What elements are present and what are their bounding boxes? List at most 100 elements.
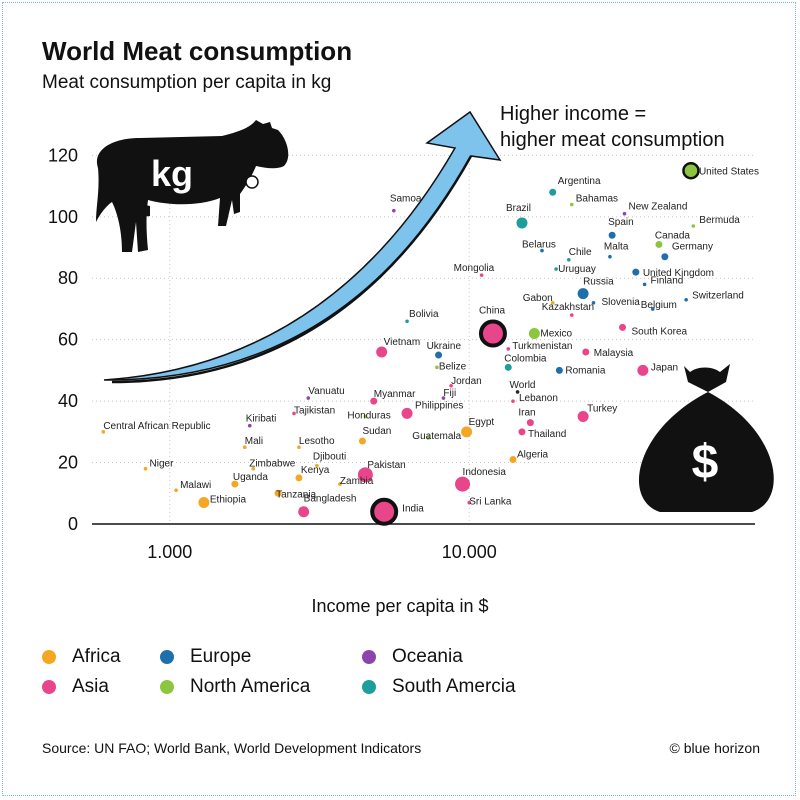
label-belize: Belize [439, 361, 467, 372]
label-egypt: Egypt [469, 417, 495, 428]
label-russia: Russia [583, 277, 614, 288]
label-spain: Spain [608, 217, 634, 228]
label-belgium: Belgium [641, 300, 677, 311]
y-tick-label: 100 [48, 207, 78, 227]
point-finland [642, 282, 647, 287]
point-egypt [461, 426, 473, 438]
point-djibouti [315, 463, 319, 468]
label-bolivia: Bolivia [409, 309, 439, 320]
point-belgium [650, 307, 655, 311]
point-malawi [174, 488, 178, 493]
label-turkey: Turkey [587, 403, 617, 414]
label-lesotho: Lesotho [299, 436, 335, 447]
label-chile: Chile [569, 247, 592, 258]
point-mali [242, 445, 247, 450]
y-tick-label: 0 [68, 514, 78, 534]
axes: 0 20 40 60 80 100 120 1.000 10.000 [48, 145, 755, 562]
label-united-states: United States [699, 167, 759, 178]
cow-icon: kg [96, 120, 289, 252]
point-south-korea [619, 323, 627, 331]
y-tick-label: 40 [58, 391, 78, 411]
legend-label: South Amercia [392, 676, 516, 697]
point-lesotho [297, 445, 301, 450]
label-sri-lanka: Sri Lanka [469, 496, 512, 507]
legend-label: Asia [72, 676, 109, 697]
point-gabon [550, 301, 555, 305]
point-mexico [528, 328, 540, 340]
point-tanzania [274, 489, 282, 497]
point-united-states [682, 161, 700, 180]
x-tick-label: 1.000 [147, 542, 192, 562]
label-malaysia: Malaysia [594, 348, 634, 359]
point-algeria [509, 455, 517, 463]
point-romania [555, 366, 563, 374]
label-djibouti: Djibouti [313, 452, 346, 463]
point-philippines [401, 407, 413, 419]
chart-subtitle: Meat consumption per capita in kg [42, 72, 332, 93]
point-bangladesh [298, 506, 310, 518]
y-tick-label: 120 [48, 145, 78, 165]
label-tanzania: Tanzania [276, 489, 316, 500]
label-kazakhstan: Kazakhstan [542, 302, 594, 313]
point-world [515, 390, 520, 394]
point-zambia [338, 482, 342, 486]
label-ethiopia: Ethiopia [210, 494, 247, 505]
point-zimbabwe [251, 466, 256, 471]
legend-item-asia: Asia [42, 676, 109, 698]
data-points [101, 161, 700, 526]
point-kiribati [247, 423, 252, 428]
point-india [370, 497, 399, 526]
label-myanmar: Myanmar [374, 389, 416, 400]
label-uruguay: Uruguay [558, 264, 596, 275]
annotation-line-2: higher meat consumption [500, 129, 725, 151]
legend-swatch [160, 680, 174, 694]
point-lebanon [511, 399, 515, 403]
label-algeria: Algeria [517, 449, 549, 460]
point-myanmar [370, 397, 378, 405]
point-bermuda [691, 224, 696, 228]
label-kiribati: Kiribati [246, 414, 277, 425]
x-axis-label: Income per capita in $ [311, 596, 489, 616]
point-bahamas [569, 202, 574, 207]
dollar-sign: $ [692, 436, 719, 489]
label-bahamas: Bahamas [576, 194, 618, 205]
label-vietnam: Vietnam [384, 337, 421, 348]
point-argentina [549, 188, 557, 196]
point-ukraine [435, 351, 443, 359]
label-switzerland: Switzerland [692, 291, 744, 302]
legend-label: Europe [190, 646, 252, 667]
point-iran [526, 419, 534, 427]
y-tick-label: 60 [58, 330, 78, 350]
label-kenya: Kenya [301, 465, 330, 476]
label-thailand: Thailand [528, 429, 566, 440]
label-fiji: Fiji [443, 388, 456, 399]
x-tick-label: 10.000 [442, 542, 497, 562]
point-samoa [392, 208, 396, 213]
label-china: China [479, 306, 506, 317]
label-turkmenistan: Turkmenistan [512, 341, 572, 352]
point-sri-lanka [467, 500, 472, 505]
point-belarus [540, 248, 544, 253]
point-vietnam [376, 346, 388, 358]
point-central-african-republic [101, 430, 106, 434]
label-pakistan: Pakistan [367, 460, 405, 471]
point-guatemala [426, 436, 431, 440]
label-vanuatu: Vanuatu [308, 386, 345, 397]
point-malaysia [582, 348, 590, 356]
label-india: India [402, 504, 424, 515]
label-canada: Canada [655, 230, 690, 241]
label-mali: Mali [245, 436, 263, 447]
label-honduras: Honduras [347, 410, 390, 421]
label-mongolia: Mongolia [454, 263, 495, 274]
legend-item-europe: Europe [160, 646, 251, 668]
income-arrow-icon [103, 110, 502, 384]
y-tick-label: 80 [58, 268, 78, 288]
point-switzerland [684, 297, 688, 302]
label-united-kingdom: United Kingdom [643, 268, 714, 279]
point-colombia [504, 363, 512, 371]
label-jordan: Jordan [451, 376, 482, 387]
point-tajikistan [292, 411, 296, 416]
point-niger [143, 466, 148, 471]
point-mongolia [479, 273, 484, 277]
point-kenya [295, 474, 303, 482]
